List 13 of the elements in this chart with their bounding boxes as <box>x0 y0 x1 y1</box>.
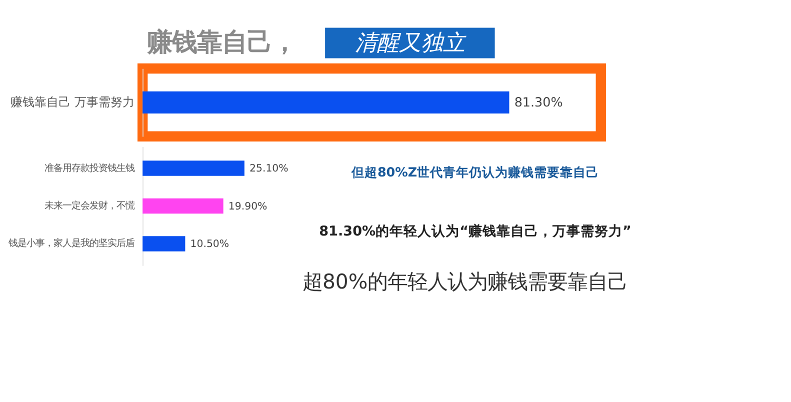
y-tick-label: 钱是小事，家人是我的坚实后盾 <box>8 238 135 250</box>
data-label: 19.90% <box>228 201 268 212</box>
data-label: 81.30% <box>514 96 563 111</box>
text: 但超80%Z世代青年仍认为赚钱需要靠自己 <box>350 164 600 180</box>
text: 超80%的年轻人认为赚钱需要靠自己 <box>302 269 628 294</box>
y-tick-label: 赚钱靠自己 万事需努力 <box>10 94 135 109</box>
data-label: 10.50% <box>190 239 230 250</box>
data-label: 25.10% <box>250 164 289 175</box>
y-tick-label: 准备用存款投资钱生钱 <box>44 162 135 174</box>
chart-subtitle: 清醒又独立 <box>354 30 467 56</box>
y-tick-label: 未来一定会发财，不慌 <box>44 200 135 212</box>
text: 81.30%的年轻人认为“赚钱靠自己，万事需努力” <box>319 222 632 240</box>
chart-title: 赚钱靠自己， <box>146 28 297 58</box>
